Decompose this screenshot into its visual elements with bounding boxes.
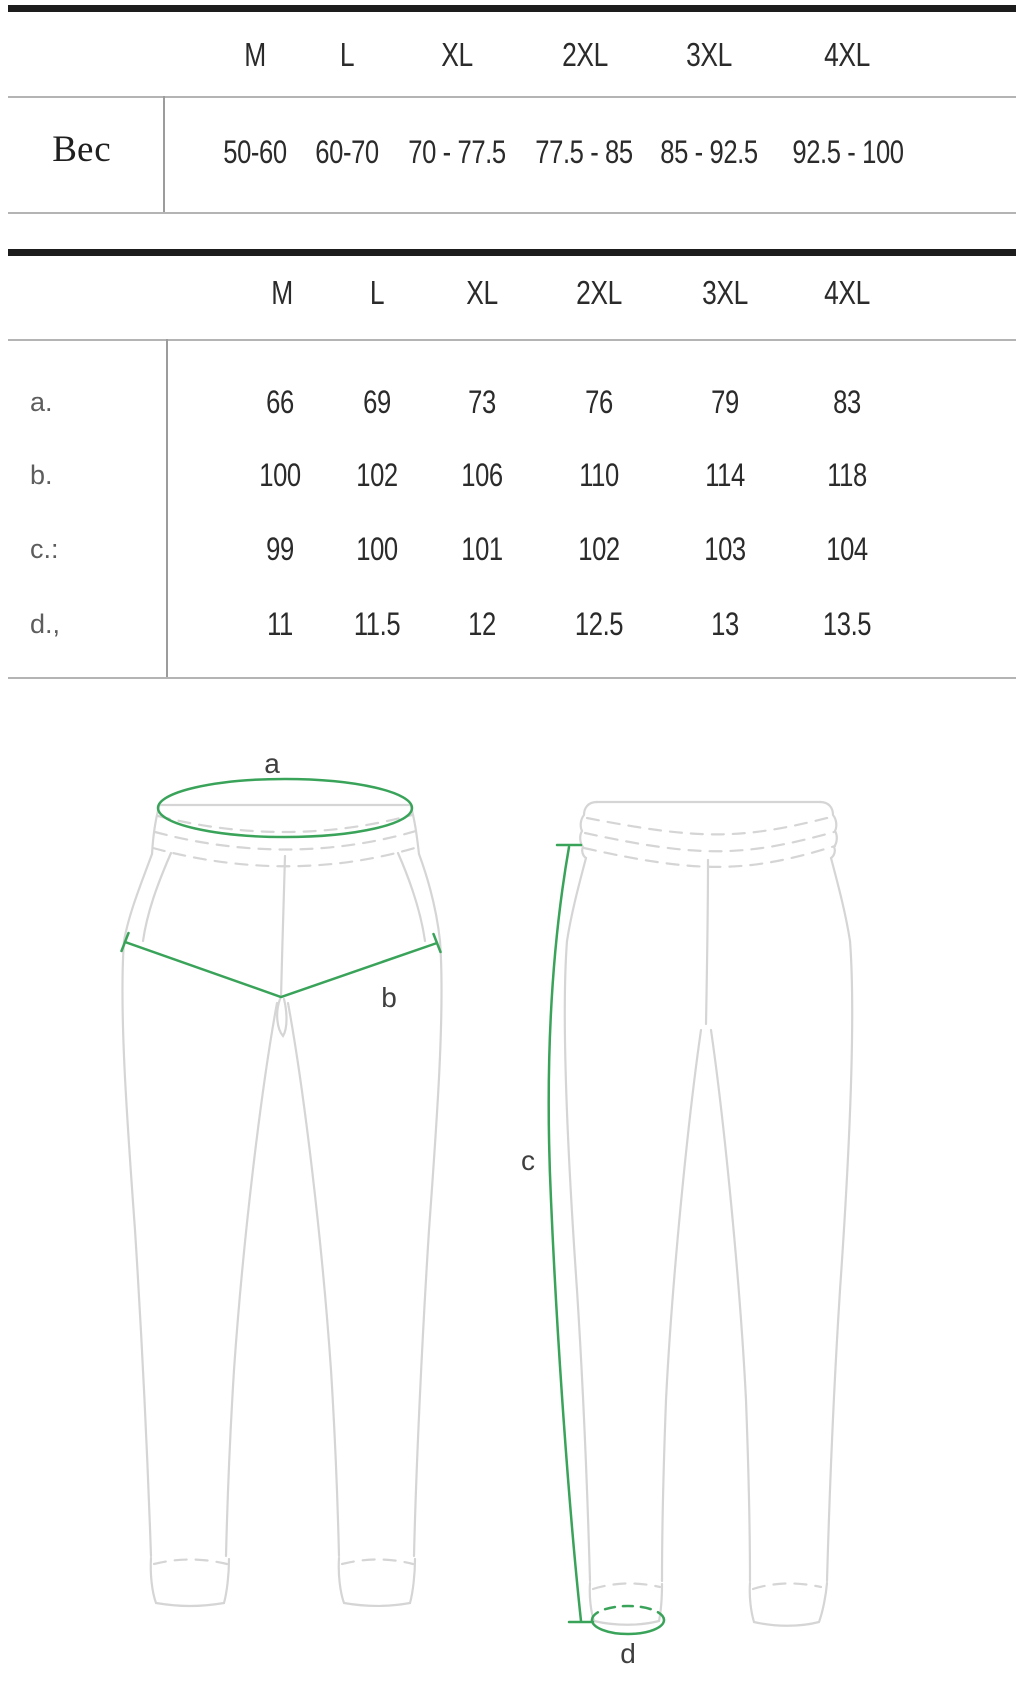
- measure-a-m: 66: [266, 384, 294, 420]
- measure-d-cuff-ellipse: [590, 1618, 666, 1636]
- t2-size-header-m: M: [271, 274, 293, 311]
- t1-size-header-4xl: 4XL: [824, 36, 870, 73]
- measure-b-hip-lines: [123, 940, 439, 999]
- t2-size-header-2xl: 2XL: [576, 274, 622, 311]
- measure-c-4xl: 104: [826, 531, 868, 567]
- measure-d-xl: 12: [468, 606, 496, 642]
- measurement-marks: [120, 777, 666, 1636]
- t2-size-header-xl: XL: [466, 274, 498, 311]
- measure-d-3xl: 13: [711, 606, 739, 642]
- weight-value-xl: 70 - 77.5: [408, 134, 506, 170]
- diagram-label-b: b: [381, 982, 397, 1013]
- right-pocket-curve: [396, 851, 427, 943]
- t2-size-header-3xl: 3XL: [702, 274, 748, 311]
- t1-size-header-2xl: 2XL: [562, 36, 608, 73]
- measure-d-4xl: 13.5: [822, 606, 872, 642]
- left-pocket-curve: [141, 851, 173, 943]
- weight-value-4xl: 92.5 - 100: [792, 134, 904, 170]
- back-pants-outline: [563, 800, 854, 1627]
- measure-c-m: 99: [266, 531, 294, 567]
- measure-a-2xl: 76: [585, 384, 613, 420]
- measure-a-xl: 73: [468, 384, 496, 420]
- measure-b-l: 102: [356, 457, 398, 493]
- pants-measurement-diagram: a b c d: [120, 748, 854, 1669]
- measure-c-xl: 101: [461, 531, 503, 567]
- measure-b-m: 100: [259, 457, 301, 493]
- t1-size-header-l: L: [339, 36, 355, 73]
- measure-a-l: 69: [363, 384, 391, 420]
- table1-bottom-rule: [8, 212, 1016, 214]
- row-label-d: d.,: [30, 609, 61, 639]
- t1-size-header-xl: XL: [441, 36, 473, 73]
- diagram-label-d: d: [620, 1638, 636, 1669]
- table2-header-rule: [8, 339, 1016, 341]
- row-label-c: c.:: [30, 534, 59, 564]
- weight-row-label: Вес: [52, 129, 111, 170]
- measure-a-waist-ellipse: [156, 777, 414, 839]
- table1-top-bar: [8, 5, 1016, 12]
- measure-a-3xl: 79: [711, 384, 739, 420]
- measure-b-4xl: 118: [827, 457, 867, 493]
- table1-divider: [163, 96, 165, 214]
- back-left-cuff: [588, 1581, 664, 1626]
- measure-d-m: 11: [267, 606, 293, 642]
- measure-b-2xl: 110: [579, 457, 619, 493]
- weight-value-m: 50-60: [223, 134, 287, 170]
- measure-b-3xl: 114: [705, 457, 745, 493]
- t1-size-header-3xl: 3XL: [686, 36, 732, 73]
- t1-size-header-m: M: [244, 36, 266, 73]
- front-left-cuff: [149, 1556, 231, 1608]
- measure-c-l: 100: [356, 531, 398, 567]
- measure-d-l: 11.5: [353, 606, 401, 642]
- measure-c-2xl: 102: [578, 531, 620, 567]
- table1-header-rule: [8, 96, 1016, 98]
- table2-bottom-rule: [8, 677, 1016, 679]
- weight-value-3xl: 85 - 92.5: [660, 134, 758, 170]
- weight-value-l: 60-70: [315, 134, 379, 170]
- front-center-seam: [279, 854, 287, 999]
- diagram-label-c: c: [521, 1145, 535, 1176]
- back-center-seam: [704, 858, 710, 1026]
- back-right-cuff: [748, 1581, 829, 1627]
- diagram-label-a: a: [264, 748, 280, 779]
- front-pants-outline: [121, 801, 443, 1608]
- front-right-cuff: [337, 1556, 417, 1608]
- weight-value-2xl: 77.5 - 85: [535, 134, 633, 170]
- table2-divider: [166, 339, 168, 678]
- measure-d-2xl: 12.5: [574, 606, 624, 642]
- crotch-gusset: [276, 997, 288, 1038]
- t2-size-header-4xl: 4XL: [824, 274, 870, 311]
- measure-c-length-line: [547, 845, 583, 1623]
- measure-a-4xl: 83: [833, 384, 861, 420]
- measure-b-xl: 106: [461, 457, 503, 493]
- table2-top-bar: [8, 249, 1016, 256]
- row-label-a: a.: [30, 387, 53, 417]
- measure-c-3xl: 103: [704, 531, 746, 567]
- row-label-b: b.: [30, 460, 53, 490]
- t2-size-header-l: L: [369, 274, 385, 311]
